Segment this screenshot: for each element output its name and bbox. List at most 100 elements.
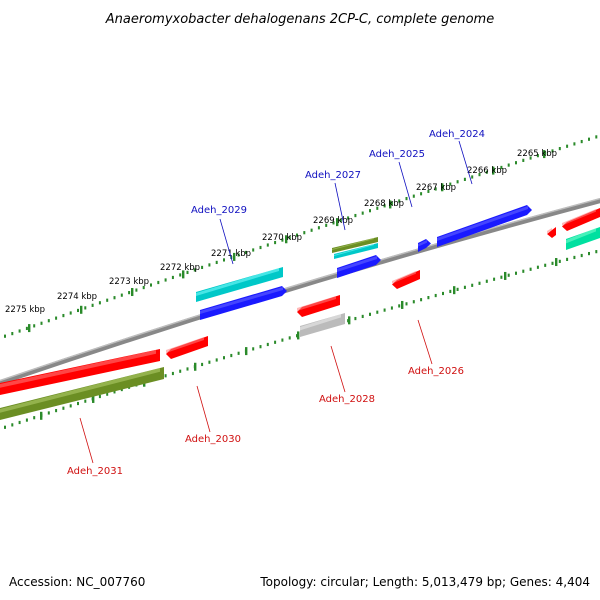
gene-adeh-2030-highlight [166, 337, 204, 353]
gene-label-adeh_2028[interactable]: Adeh_2028 [319, 394, 375, 405]
gene-adeh-2029-highlight [196, 268, 279, 296]
inner-tick-dot [259, 345, 262, 349]
inner-tick-dot [442, 291, 444, 296]
genome-backbone-highlight [0, 197, 600, 382]
tick-label-2275: 2275 kbp [5, 305, 45, 315]
outer-tick-dot [288, 236, 291, 240]
outer-tick-dot [193, 268, 196, 272]
callout-line-adeh_2031 [79, 417, 94, 464]
gene-red-tiny-highlight [547, 228, 552, 234]
inner-tick-dot [237, 351, 240, 355]
outer-tick-dot [128, 291, 131, 295]
outer-tick-dot [390, 201, 393, 206]
genome-summary-text: Topology: circular; Length: 5,013,479 bp… [259, 575, 590, 589]
inner-tick-dot [463, 285, 466, 289]
outer-tick-dot [427, 189, 430, 193]
callout-line-adeh_2024 [458, 140, 473, 185]
inner-tick-dot [485, 279, 488, 283]
inner-tick-dot [201, 362, 204, 367]
inner-tick-dot [179, 369, 182, 373]
tick-label-2271: 2271 kbp [211, 249, 251, 259]
gene-label-adeh_2031[interactable]: Adeh_2031 [67, 466, 123, 477]
major-tick-inner [245, 347, 248, 356]
tick-label-2273: 2273 kbp [109, 277, 149, 287]
major-tick-inner [504, 271, 507, 280]
gene-adeh-2028-highlight [300, 314, 341, 331]
outer-tick-dot [412, 194, 415, 198]
gene-adeh-2031-highlight [0, 368, 160, 413]
inner-tick-dot [230, 353, 233, 358]
inner-tick-dot [84, 399, 87, 403]
gene-label-adeh_2029[interactable]: Adeh_2029 [191, 205, 247, 216]
major-tick-inner [453, 286, 456, 295]
inner-tick-dot [171, 371, 174, 376]
inner-tick-dot [274, 340, 277, 344]
outer-tick-dot [369, 209, 371, 213]
gene-cyan-small-highlight [334, 244, 374, 256]
outer-tick-dot [281, 238, 284, 242]
tick-label-2268: 2268 kbp [364, 199, 404, 209]
inner-tick-dot [376, 310, 379, 314]
gene-label-adeh_2024[interactable]: Adeh_2024 [429, 129, 485, 140]
inner-tick-dot [595, 250, 598, 254]
inner-tick-dot [98, 394, 101, 399]
outer-tick-dot [244, 250, 247, 255]
inner-tick-dot [69, 404, 72, 408]
gene-teal-edge-highlight [566, 228, 596, 244]
outer-tick-dot [339, 218, 342, 223]
outer-tick-dot [237, 253, 240, 257]
tick-label-2274: 2274 kbp [57, 292, 97, 302]
inner-tick-dot [47, 411, 50, 415]
outer-tick-dot [566, 144, 569, 148]
gene-label-adeh_2027[interactable]: Adeh_2027 [305, 170, 361, 181]
outer-tick-dot [150, 283, 152, 287]
inner-tick-dot [558, 259, 561, 263]
inner-tick-dot [361, 314, 364, 319]
inner-tick-dot [412, 300, 415, 304]
major-tick [336, 218, 339, 227]
outer-tick-dot [77, 308, 79, 313]
major-tick [389, 200, 392, 209]
tick-label-2272: 2272 kbp [160, 263, 200, 273]
outer-tick-dot [120, 293, 123, 297]
gene-adeh-2025-highlight [418, 240, 427, 247]
inner-tick-dot [507, 273, 510, 277]
inner-tick-dot [398, 304, 401, 308]
outer-tick-dot [11, 331, 14, 336]
inner-tick-dot [266, 342, 269, 347]
inner-tick-dot [164, 374, 167, 378]
outer-tick-dot [522, 158, 525, 162]
genome-backbone [0, 198, 600, 386]
major-tick [28, 324, 31, 333]
outer-tick-dot [33, 324, 36, 328]
outer-tick-dot [361, 211, 364, 215]
gene-red-long-highlight [0, 350, 156, 388]
inner-tick-dot [252, 347, 255, 351]
gene-callouts: Adeh_2024 Adeh_2025 Adeh_2027 Adeh_2029 Adeh… [67, 129, 485, 477]
accession-text: Accession: NC_007760 [9, 575, 145, 589]
gene-label-adeh_2025[interactable]: Adeh_2025 [369, 149, 425, 160]
outer-tick-dot [179, 273, 182, 277]
outer-tick-dot [259, 245, 262, 250]
gene-cyan-small [334, 243, 378, 259]
gene-olive-small [332, 237, 378, 253]
major-tick [182, 270, 185, 279]
outer-tick-dot [595, 135, 598, 139]
major-tick-inner [92, 394, 95, 403]
outer-tick-dot [588, 137, 590, 141]
gene-adeh-2027-highlight [337, 256, 377, 272]
inner-tick-dot [354, 316, 357, 321]
tick-label-2265: 2265 kbp [517, 149, 557, 159]
inner-tick-dot [566, 257, 569, 262]
gene-red-edge-highlight [562, 209, 596, 226]
major-tick [543, 150, 546, 159]
gene-label-adeh_2030[interactable]: Adeh_2030 [185, 434, 241, 445]
gene-label-adeh_2026[interactable]: Adeh_2026 [408, 366, 464, 377]
outer-tick-dot [449, 182, 452, 186]
major-tick [441, 183, 444, 192]
tick-label-2270: 2270 kbp [262, 233, 302, 243]
major-tick-inner [194, 362, 197, 371]
gene-red-2028-highlight [297, 296, 336, 311]
gene-adeh-2025 [418, 239, 431, 252]
major-tick [492, 166, 495, 175]
